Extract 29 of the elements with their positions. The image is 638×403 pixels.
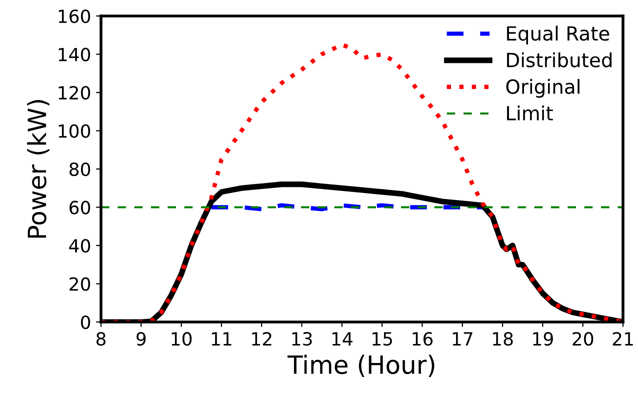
- y-tick-label: 120: [58, 86, 90, 100]
- x-tick-label: 8: [96, 332, 106, 346]
- x-tick-label: 20: [572, 332, 594, 346]
- y-axis-title: Power (kW): [27, 100, 50, 238]
- y-tick-label: 140: [58, 48, 90, 62]
- y-tick-label: 160: [58, 9, 90, 24]
- y-tick-label: 0: [80, 315, 90, 330]
- y-tick-label: 100: [58, 124, 90, 138]
- x-tick-label: 13: [292, 332, 312, 346]
- x-tick-label: 15: [372, 332, 392, 346]
- x-tick-label: 18: [493, 332, 513, 346]
- x-tick-label: 19: [533, 332, 553, 346]
- legend-label: Original: [506, 78, 580, 98]
- legend-label: Distributed: [507, 52, 612, 68]
- x-tick-label: 10: [172, 332, 192, 346]
- x-tick-label: 9: [136, 332, 146, 346]
- x-tick-label: 14: [332, 332, 352, 346]
- y-tick-label: 20: [70, 277, 90, 291]
- x-tick-label: 11: [212, 332, 232, 346]
- x-tick-label: 21: [612, 332, 633, 346]
- x-axis-title: Time (Hour): [288, 354, 434, 378]
- y-tick-label: 60: [70, 200, 90, 214]
- x-tick-label: 16: [412, 332, 433, 346]
- x-tick-label: 17: [452, 332, 472, 346]
- legend-label: Equal Rate: [507, 26, 610, 45]
- x-tick-label: 12: [252, 332, 272, 346]
- legend-label: Limit: [507, 106, 553, 120]
- y-tick-label: 80: [70, 162, 90, 176]
- y-tick-label: 40: [69, 238, 90, 253]
